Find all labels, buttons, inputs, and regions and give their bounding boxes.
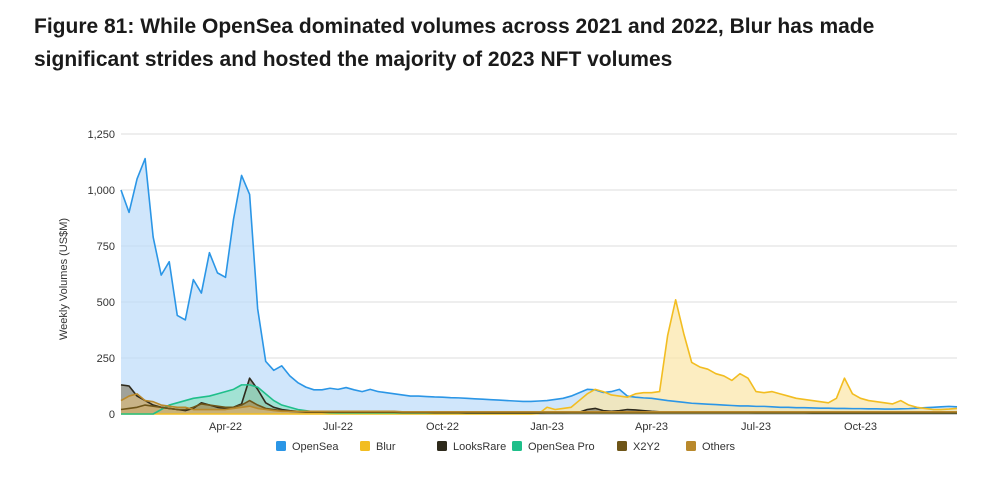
figure-title-line-1: Figure 81: While OpenSea dominated volum… [34,15,875,38]
area-opensea [121,158,957,414]
legend-label-looksrare: LooksRare [453,441,506,453]
line-x2y2 [120,399,957,414]
y-axis-label: Weekly Volumes (US$M) [58,218,70,340]
y-tick-label: 1,000 [87,185,115,197]
legend-swatch-opensea [276,441,286,451]
legend-label-opensea: OpenSea [292,441,339,453]
legend-swatch-blur [360,441,370,451]
figure-title-line-2: significant strides and hosted the major… [34,48,673,71]
legend-swatch-looksrare [437,441,447,451]
line-opensea [120,157,958,410]
legend-label-opensea-pro: OpenSea Pro [528,441,595,453]
x-tick-label: Jul-22 [323,421,353,433]
x-tick-label: Jan-23 [530,421,564,433]
legend-swatch-others [686,441,696,451]
legend-swatch-x2y2 [617,441,627,451]
y-tick-label: 750 [97,241,115,253]
y-axis: 0 250 500 750 1,000 1,250 [87,129,115,421]
x-tick-label: Oct-23 [844,421,877,433]
y-tick-label: 250 [97,353,115,365]
legend-swatch-opensea-pro [512,441,522,451]
line-others [120,393,957,413]
legend-label-x2y2: X2Y2 [633,441,660,453]
nft-volume-area-chart: 0 250 500 750 1,000 1,250 Apr-22 Jul-22 Oct-22 J… [58,129,958,453]
figure-title: Figure 81: While OpenSea dominated volum… [34,10,974,76]
area-series [121,158,957,414]
x-tick-label: Oct-22 [426,421,459,433]
legend: OpenSea Blur LooksRare OpenSea Pro X2Y2 Other… [276,441,736,453]
x-tick-label: Apr-23 [635,421,668,433]
area-blur [121,299,957,414]
legend-label-others: Others [702,441,736,453]
y-tick-label: 1,250 [87,129,115,141]
series-lines [120,157,958,415]
x-axis: Apr-22 Jul-22 Oct-22 Jan-23 Apr-23 Jul-23 Oct-… [209,421,877,433]
y-tick-label: 0 [109,409,115,421]
legend-label-blur: Blur [376,441,396,453]
x-tick-label: Apr-22 [209,421,242,433]
y-tick-label: 500 [97,297,115,309]
x-tick-label: Jul-23 [741,421,771,433]
